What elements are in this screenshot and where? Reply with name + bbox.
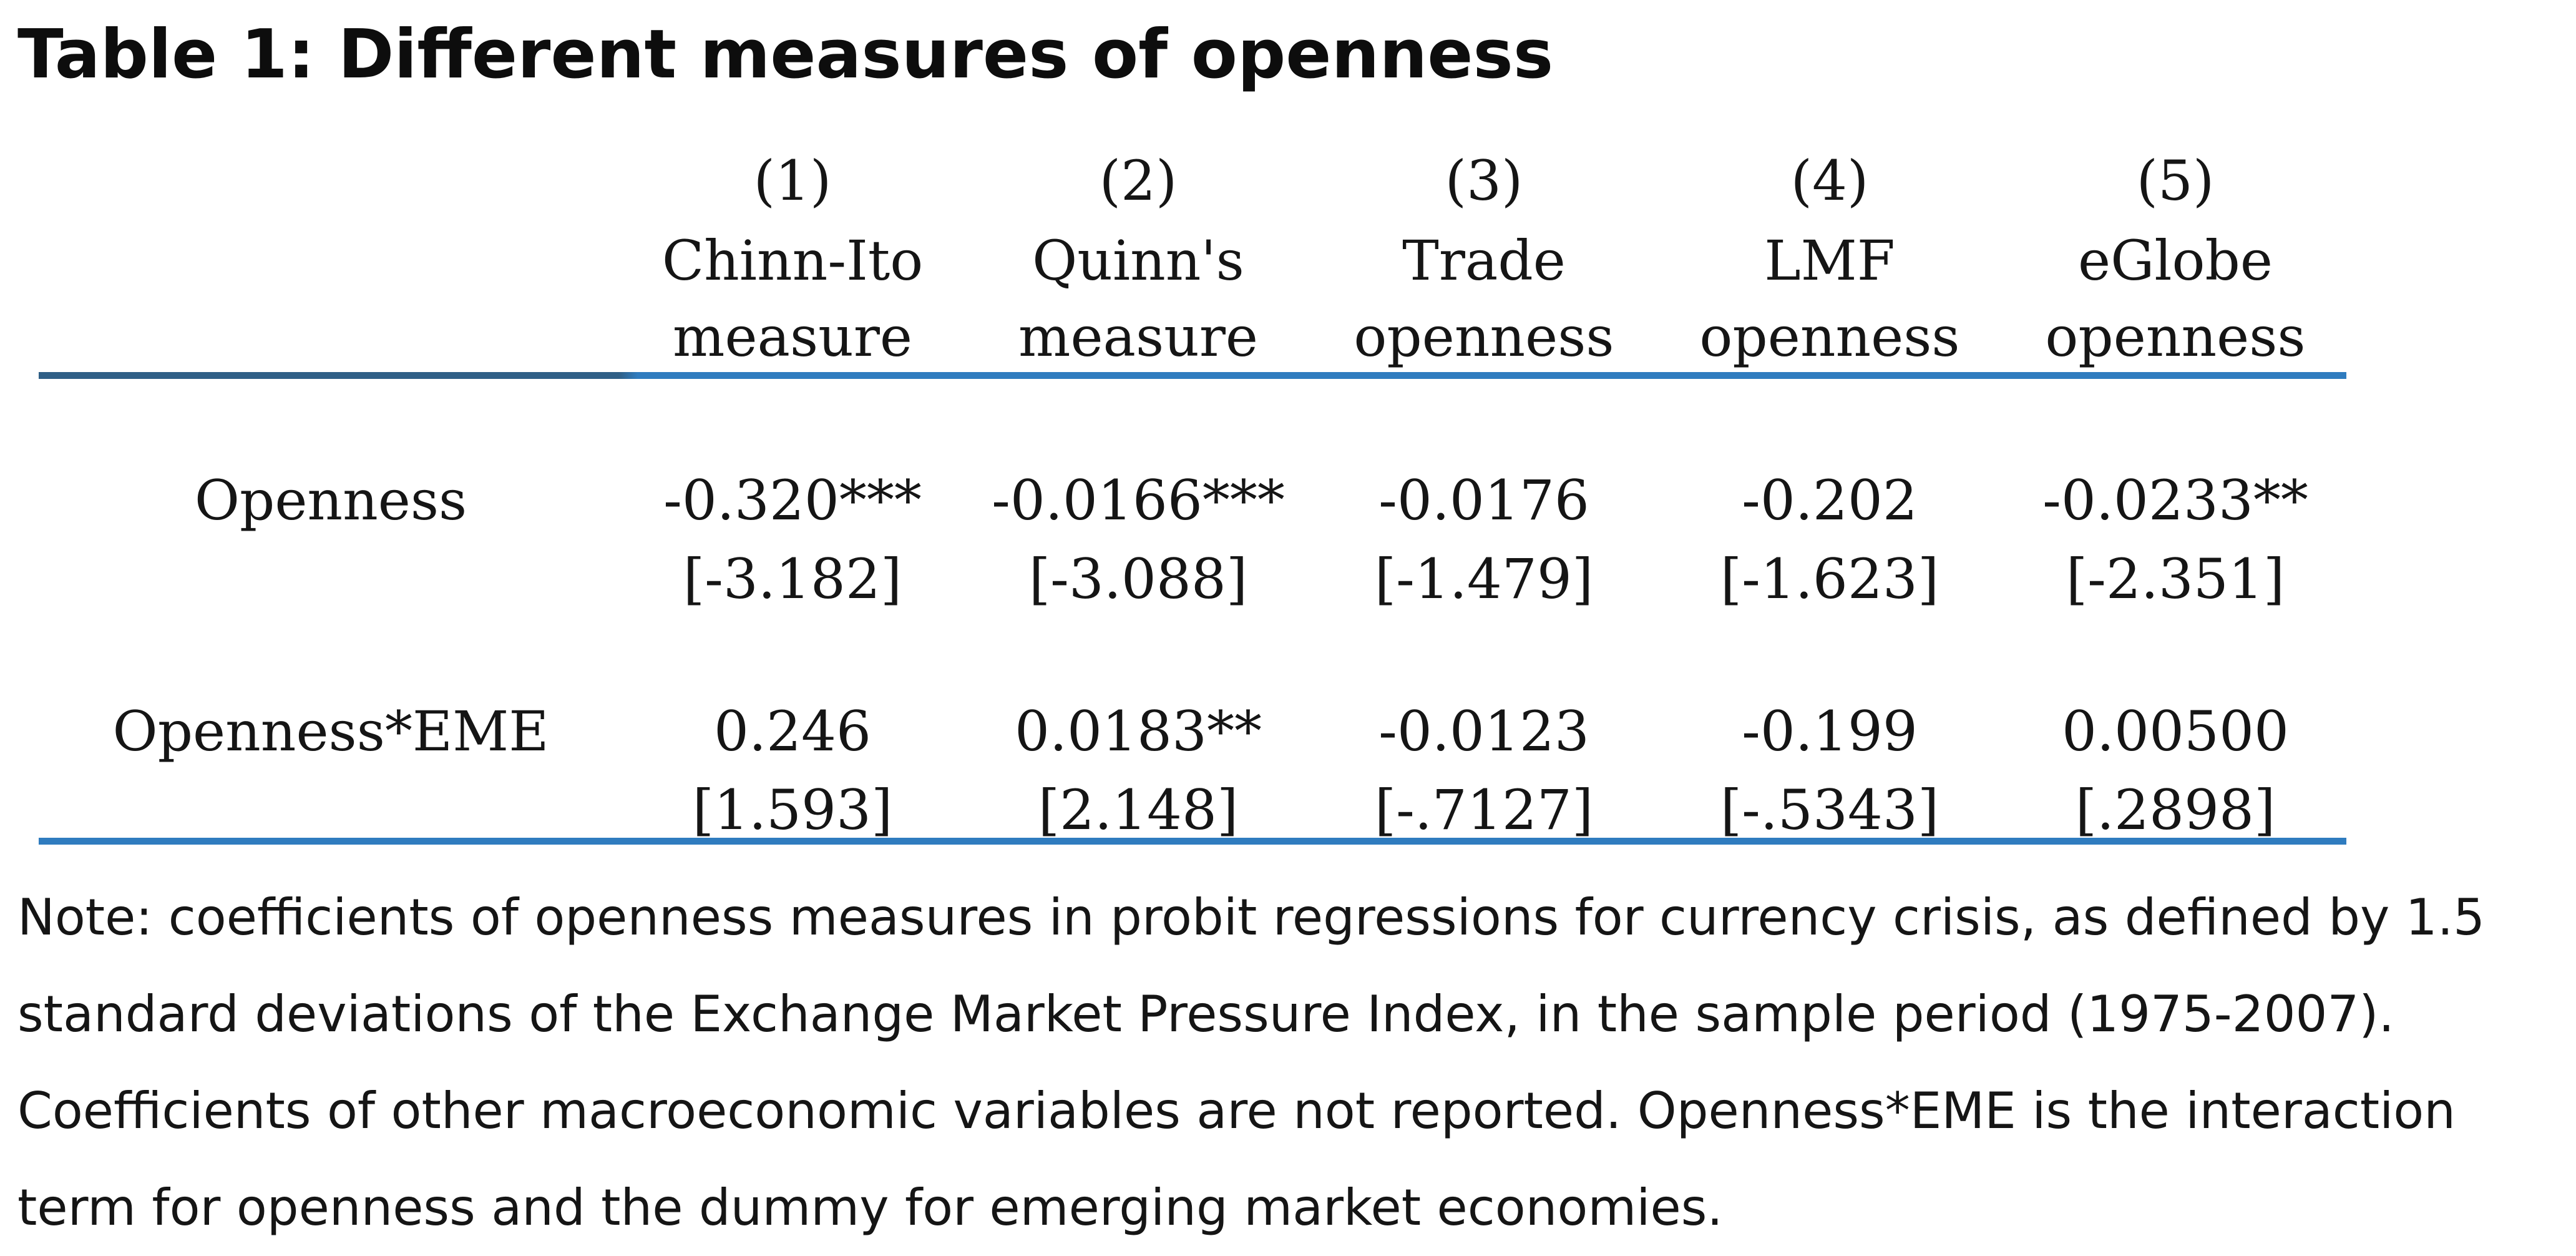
coefficient-cell: -0.0123 bbox=[1378, 699, 1589, 763]
t-stat-cell: [-1.479] bbox=[1374, 547, 1594, 611]
row-label: Openness bbox=[194, 468, 467, 532]
t-stat-cell: [-.5343] bbox=[1720, 778, 1939, 842]
coefficient-cell: -0.0166*** bbox=[992, 468, 1285, 532]
coefficient-cell: 0.00500 bbox=[2062, 699, 2289, 763]
column-number: (1) bbox=[753, 149, 832, 213]
bottom-rule bbox=[39, 838, 2346, 845]
column-name-line2: measure bbox=[1018, 305, 1258, 369]
t-stat-cell: [-3.088] bbox=[1028, 547, 1248, 611]
coefficient-cell: 0.246 bbox=[714, 699, 871, 763]
column-name-line1: Trade bbox=[1402, 228, 1566, 293]
column-number: (5) bbox=[2136, 149, 2215, 213]
table-note: Note: coefficients of openness measures … bbox=[17, 888, 2486, 1237]
coefficient-cell: -0.202 bbox=[1742, 468, 1918, 532]
t-stat-cell: [-.7127] bbox=[1374, 778, 1594, 842]
column-name-line2: openness bbox=[1354, 305, 1614, 369]
t-stat-cell: [1.593] bbox=[692, 778, 893, 842]
column-name-line1: Chinn-Ito bbox=[661, 228, 924, 293]
header-rule bbox=[39, 372, 2346, 379]
column-name-line1: Quinn's bbox=[1032, 228, 1244, 293]
t-stat-cell: [-1.623] bbox=[1720, 547, 1939, 611]
column-name-line1: LMF bbox=[1764, 228, 1895, 293]
t-stat-cell: [-2.351] bbox=[2066, 547, 2285, 611]
table-title: Table 1: Different measures of openness bbox=[17, 16, 1554, 94]
coefficient-cell: -0.199 bbox=[1742, 699, 1918, 763]
t-stat-cell: [2.148] bbox=[1038, 778, 1239, 842]
column-number: (2) bbox=[1099, 149, 1178, 213]
row-label: Openness*EME bbox=[112, 699, 549, 763]
coefficient-cell: -0.0233** bbox=[2042, 468, 2308, 532]
coefficient-cell: 0.0183** bbox=[1015, 699, 1262, 763]
column-name-line2: measure bbox=[673, 305, 912, 369]
t-stat-cell: [.2898] bbox=[2075, 778, 2276, 842]
column-name-line1: eGlobe bbox=[2078, 228, 2273, 293]
coefficient-cell: -0.0176 bbox=[1378, 468, 1589, 532]
column-name-line2: openness bbox=[2045, 305, 2306, 369]
coefficient-cell: -0.320*** bbox=[663, 468, 922, 532]
column-number: (4) bbox=[1790, 149, 1869, 213]
t-stat-cell: [-3.182] bbox=[683, 547, 902, 611]
column-name-line2: openness bbox=[1699, 305, 1960, 369]
column-number: (3) bbox=[1445, 149, 1523, 213]
